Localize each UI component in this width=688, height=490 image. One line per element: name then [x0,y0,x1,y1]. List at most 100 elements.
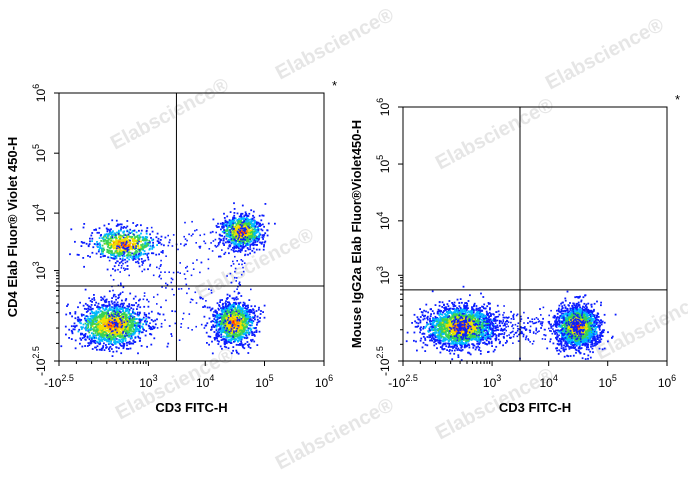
event-dot [216,333,219,335]
event-dot [110,237,113,239]
event-dot [227,319,229,321]
event-dot [224,311,227,314]
event-dot [146,254,148,256]
event-dot [217,226,220,228]
event-dot [66,305,68,307]
event-dot [249,329,252,332]
event-dot [123,269,126,271]
event-dot [230,332,233,335]
event-dot [235,324,238,326]
event-dot [92,330,95,332]
event-dot [119,237,121,240]
event-dot [229,229,231,231]
event-dot [131,319,134,322]
event-dot [262,214,265,217]
event-dot [126,250,129,253]
event-dot [125,342,128,344]
x-axis-ticks: -102.5 103 104 105 106 [44,361,333,390]
event-dot [236,219,239,221]
event-dot [101,297,104,300]
event-dot [213,331,216,333]
event-dot [120,229,122,232]
event-dot [117,297,119,300]
event-dot [255,331,258,333]
event-dot [115,243,118,246]
event-dot [211,352,214,355]
event-dot [237,228,240,231]
event-dot [225,233,228,235]
event-dot [117,268,119,271]
event-dot [221,329,224,332]
event-dot [216,332,218,335]
event-dot [249,319,251,321]
event-dot [122,316,124,318]
event-dot [242,243,245,246]
event-dot [219,330,221,332]
event-dot [234,330,236,333]
event-dot [220,307,222,309]
event-dot [233,214,236,217]
event-dot [89,315,92,318]
event-dot [242,301,245,304]
event-dot [107,309,110,312]
event-dot [170,277,173,280]
event-dot [225,238,228,240]
event-dot [119,326,122,329]
event-dot [152,274,155,277]
event-dot [251,330,253,333]
event-dot [192,233,194,235]
event-dot [212,315,215,318]
event-dot [183,244,186,247]
event-dot [428,334,431,337]
event-dot [226,240,229,243]
event-dot [98,348,101,351]
event-dot [91,332,93,335]
event-dot [110,233,112,235]
event-dot [123,302,125,305]
event-dot [99,318,102,320]
event-dot [71,315,73,318]
event-dot [136,234,139,237]
event-dot [242,312,245,315]
event-dot [102,250,104,253]
event-dot [156,240,159,242]
event-dot [249,347,252,349]
event-dot [138,234,141,237]
event-dot [257,228,260,230]
event-dot [138,252,141,255]
event-dot [101,336,104,339]
event-dot [98,227,101,230]
event-dot [132,297,135,300]
event-dot [160,306,162,309]
event-dot [226,327,228,330]
event-dot [151,230,154,233]
event-dot [236,222,239,225]
event-dot [239,338,242,340]
event-dot [89,334,91,337]
event-dot [238,225,241,228]
event-dot [233,311,236,314]
event-dot [91,321,94,324]
event-dot [220,228,222,231]
event-dot [125,321,128,323]
event-dot [250,218,252,221]
event-dot [105,313,108,316]
event-dot [235,312,237,314]
event-dot [91,240,93,242]
event-dot [225,310,227,313]
event-dot [244,234,247,237]
event-dot [127,319,130,322]
event-dot [110,348,113,350]
event-dot [120,228,122,230]
event-dot [241,344,243,346]
event-dot [187,327,190,329]
event-dot [237,291,240,294]
event-dot [101,333,103,336]
event-dot [239,343,241,345]
event-dot [211,340,213,343]
event-dot [239,335,242,338]
event-dot [241,204,244,207]
event-dot [86,310,89,312]
event-dot [108,290,111,293]
event-dot [116,250,119,253]
